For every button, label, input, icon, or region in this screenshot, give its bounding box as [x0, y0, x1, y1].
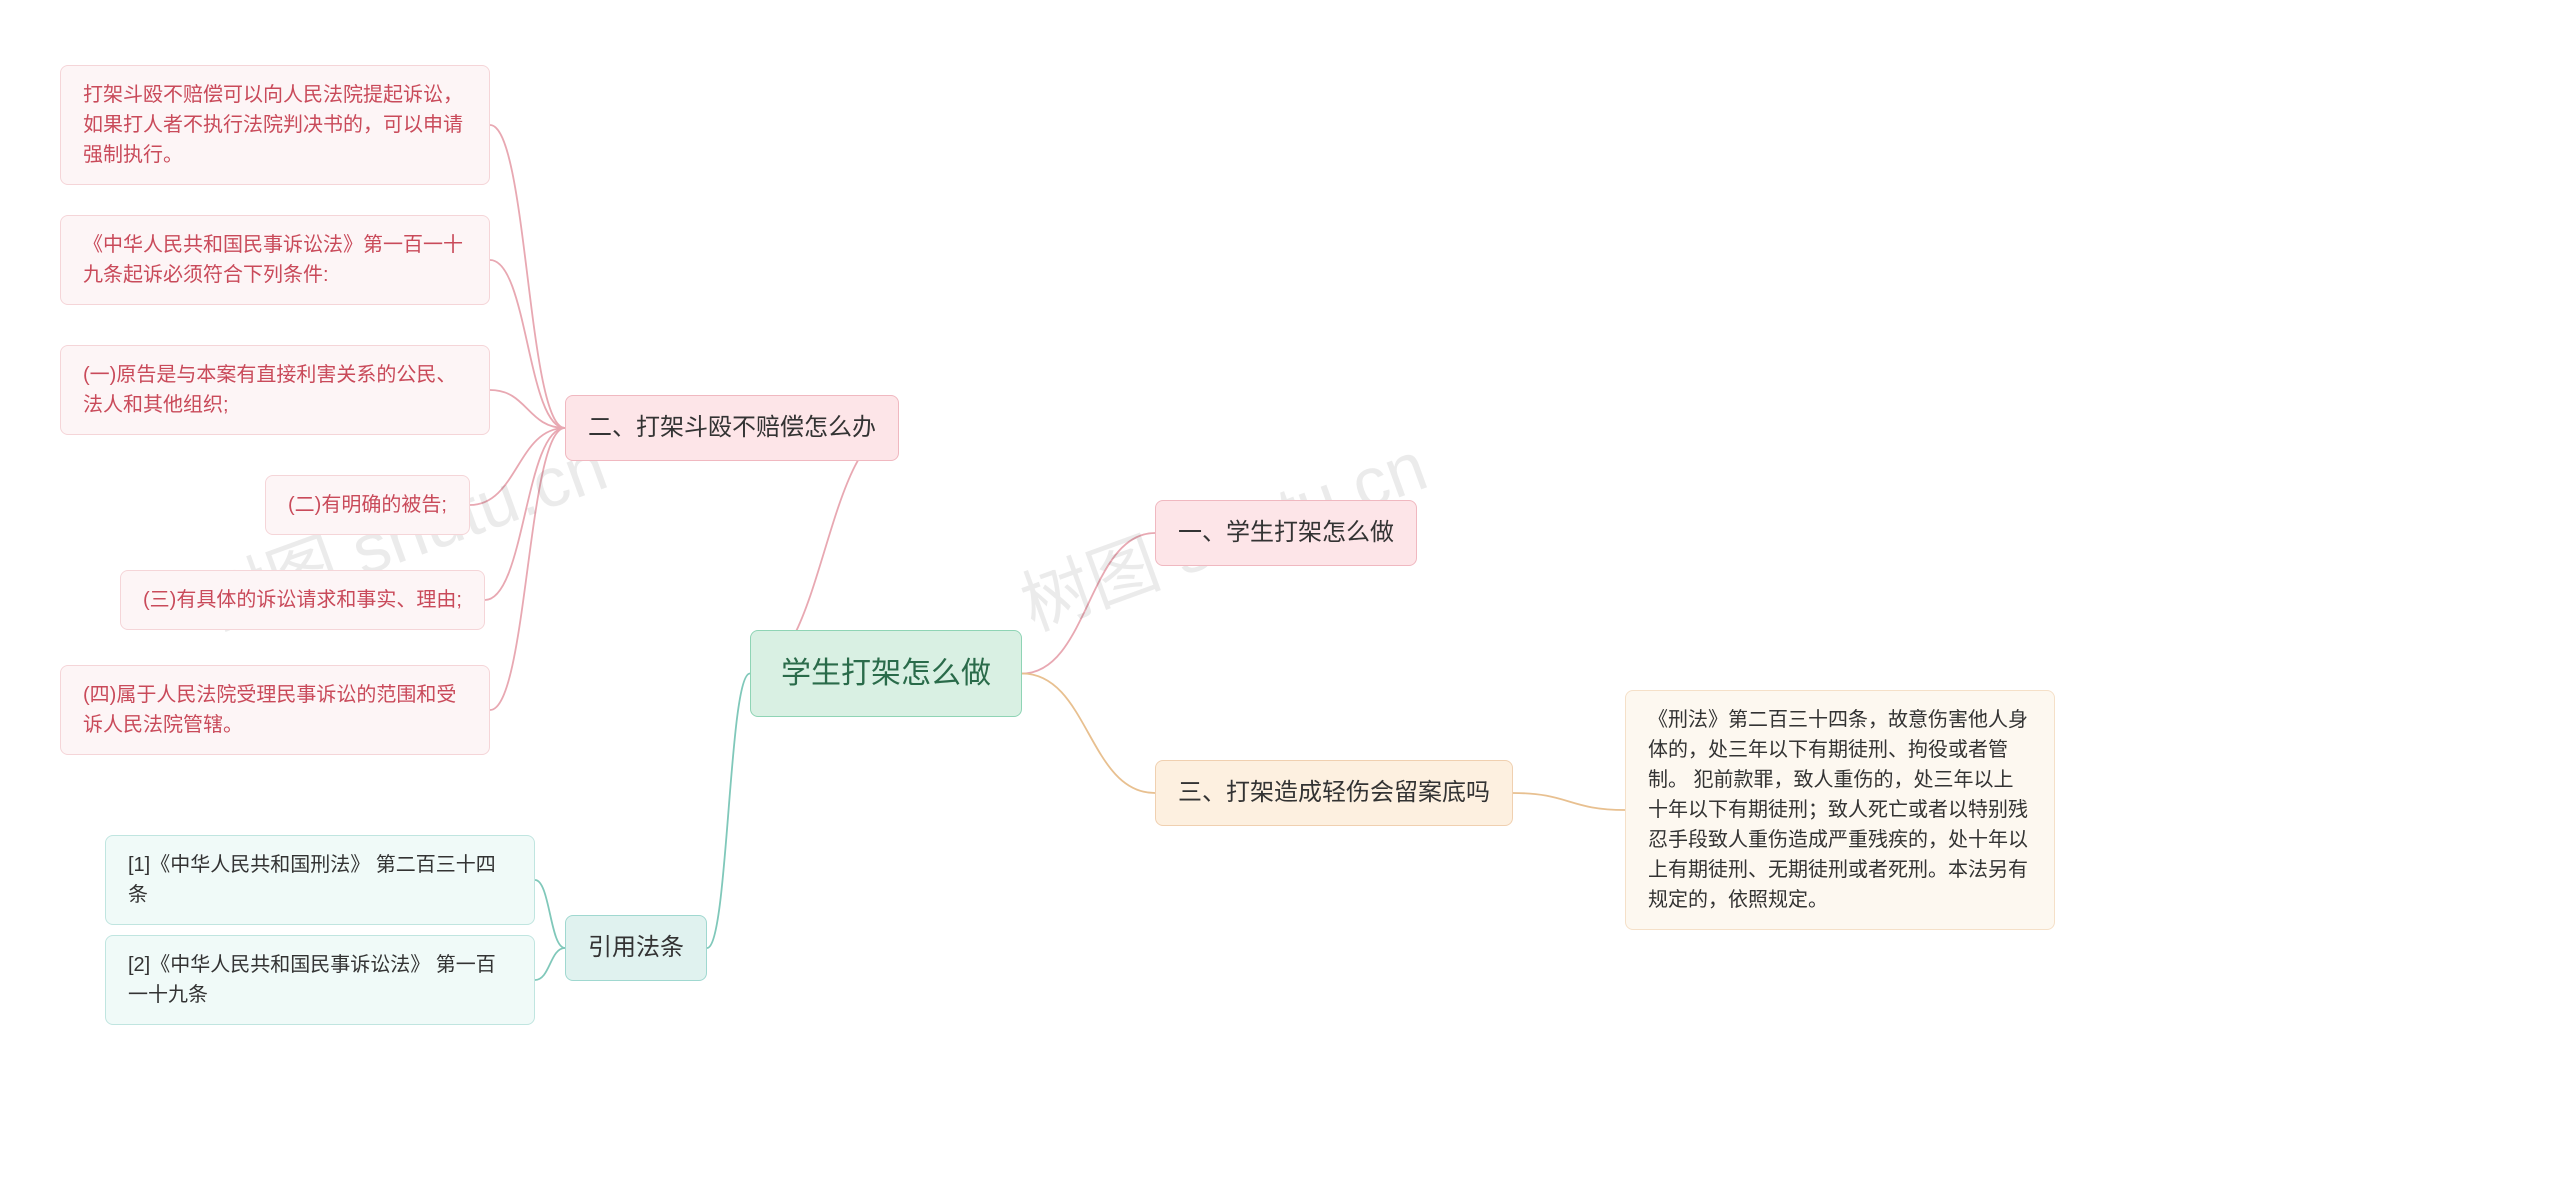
leaf-left-1-b[interactable]: 《中华人民共和国民事诉讼法》第一百一十九条起诉必须符合下列条件: — [60, 215, 490, 305]
leaf-left-2-b[interactable]: [2]《中华人民共和国民事诉讼法》 第一百一十九条 — [105, 935, 535, 1025]
branch-left-1[interactable]: 二、打架斗殴不赔偿怎么办 — [565, 395, 899, 461]
branch-right-2[interactable]: 三、打架造成轻伤会留案底吗 — [1155, 760, 1513, 826]
leaf-right-2-a[interactable]: 《刑法》第二百三十四条，故意伤害他人身体的，处三年以下有期徒刑、拘役或者管制。 … — [1625, 690, 2055, 930]
root-node[interactable]: 学生打架怎么做 — [750, 630, 1022, 717]
branch-right-1[interactable]: 一、学生打架怎么做 — [1155, 500, 1417, 566]
leaf-left-1-a[interactable]: 打架斗殴不赔偿可以向人民法院提起诉讼，如果打人者不执行法院判决书的，可以申请强制… — [60, 65, 490, 185]
leaf-left-1-c[interactable]: (一)原告是与本案有直接利害关系的公民、法人和其他组织; — [60, 345, 490, 435]
leaf-left-2-a[interactable]: [1]《中华人民共和国刑法》 第二百三十四条 — [105, 835, 535, 925]
leaf-left-1-d[interactable]: (二)有明确的被告; — [265, 475, 470, 535]
leaf-left-1-f[interactable]: (四)属于人民法院受理民事诉讼的范围和受诉人民法院管辖。 — [60, 665, 490, 755]
leaf-left-1-e[interactable]: (三)有具体的诉讼请求和事实、理由; — [120, 570, 485, 630]
branch-left-2[interactable]: 引用法条 — [565, 915, 707, 981]
